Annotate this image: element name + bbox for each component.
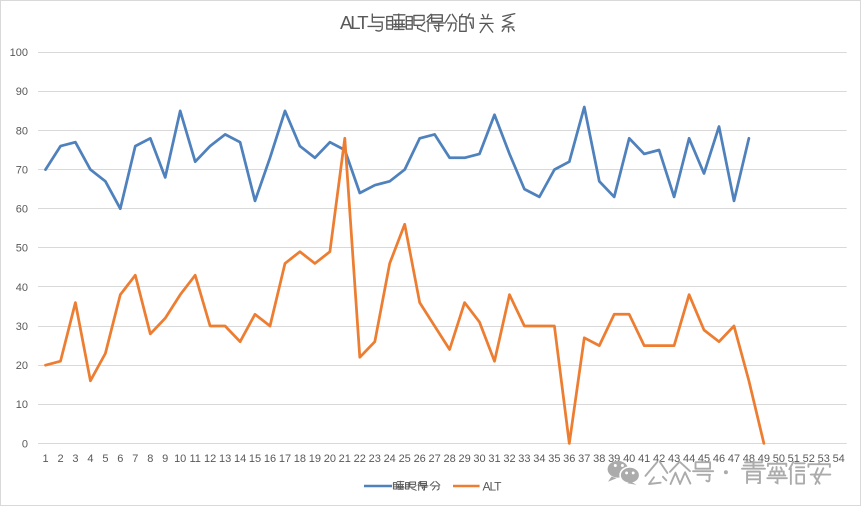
svg-text:24: 24 (384, 453, 396, 465)
svg-text:36: 36 (563, 453, 575, 465)
svg-text:6: 6 (117, 453, 123, 465)
svg-text:32: 32 (503, 453, 515, 465)
svg-text:37: 37 (578, 453, 590, 465)
svg-text:15: 15 (249, 453, 261, 465)
svg-text:50: 50 (773, 453, 785, 465)
svg-text:12: 12 (204, 453, 216, 465)
svg-text:43: 43 (668, 453, 680, 465)
svg-text:3: 3 (72, 453, 78, 465)
svg-text:38: 38 (593, 453, 605, 465)
svg-text:44: 44 (683, 453, 695, 465)
svg-text:42: 42 (653, 453, 665, 465)
svg-text:10: 10 (16, 399, 28, 411)
svg-text:27: 27 (428, 453, 440, 465)
svg-text:30: 30 (16, 321, 28, 333)
svg-text:20: 20 (324, 453, 336, 465)
svg-text:8: 8 (147, 453, 153, 465)
svg-text:14: 14 (234, 453, 246, 465)
svg-text:53: 53 (818, 453, 830, 465)
svg-text:41: 41 (638, 453, 650, 465)
svg-text:33: 33 (518, 453, 530, 465)
svg-text:60: 60 (16, 204, 28, 216)
svg-text:29: 29 (458, 453, 470, 465)
svg-text:22: 22 (354, 453, 366, 465)
svg-text:0: 0 (22, 438, 28, 450)
svg-text:40: 40 (623, 453, 635, 465)
svg-text:80: 80 (16, 125, 28, 137)
svg-text:40: 40 (16, 282, 28, 294)
svg-text:16: 16 (264, 453, 276, 465)
svg-text:28: 28 (443, 453, 455, 465)
svg-text:23: 23 (369, 453, 381, 465)
svg-text:35: 35 (548, 453, 560, 465)
svg-text:19: 19 (309, 453, 321, 465)
svg-text:70: 70 (16, 165, 28, 177)
svg-text:11: 11 (189, 453, 200, 465)
svg-text:30: 30 (473, 453, 485, 465)
svg-text:13: 13 (219, 453, 231, 465)
svg-text:51: 51 (788, 453, 800, 465)
svg-text:2: 2 (57, 453, 63, 465)
svg-text:18: 18 (294, 453, 306, 465)
svg-text:45: 45 (698, 453, 710, 465)
svg-text:ALT: ALT (340, 12, 369, 33)
svg-text:26: 26 (414, 453, 426, 465)
svg-text:52: 52 (803, 453, 815, 465)
svg-text:47: 47 (728, 453, 740, 465)
svg-text:1: 1 (42, 453, 48, 465)
svg-text:ALT: ALT (483, 480, 503, 494)
svg-text:100: 100 (10, 47, 28, 59)
svg-text:17: 17 (279, 453, 291, 465)
svg-text:7: 7 (132, 453, 138, 465)
svg-text:46: 46 (713, 453, 725, 465)
svg-text:50: 50 (16, 243, 28, 255)
svg-text:31: 31 (488, 453, 500, 465)
svg-text:4: 4 (87, 453, 93, 465)
svg-text:25: 25 (399, 453, 411, 465)
svg-text:34: 34 (533, 453, 545, 465)
svg-text:5: 5 (102, 453, 108, 465)
svg-text:90: 90 (16, 86, 28, 98)
svg-text:10: 10 (174, 453, 186, 465)
svg-text:9: 9 (162, 453, 168, 465)
svg-text:54: 54 (833, 453, 845, 465)
svg-text:21: 21 (339, 453, 351, 465)
svg-text:20: 20 (16, 360, 28, 372)
